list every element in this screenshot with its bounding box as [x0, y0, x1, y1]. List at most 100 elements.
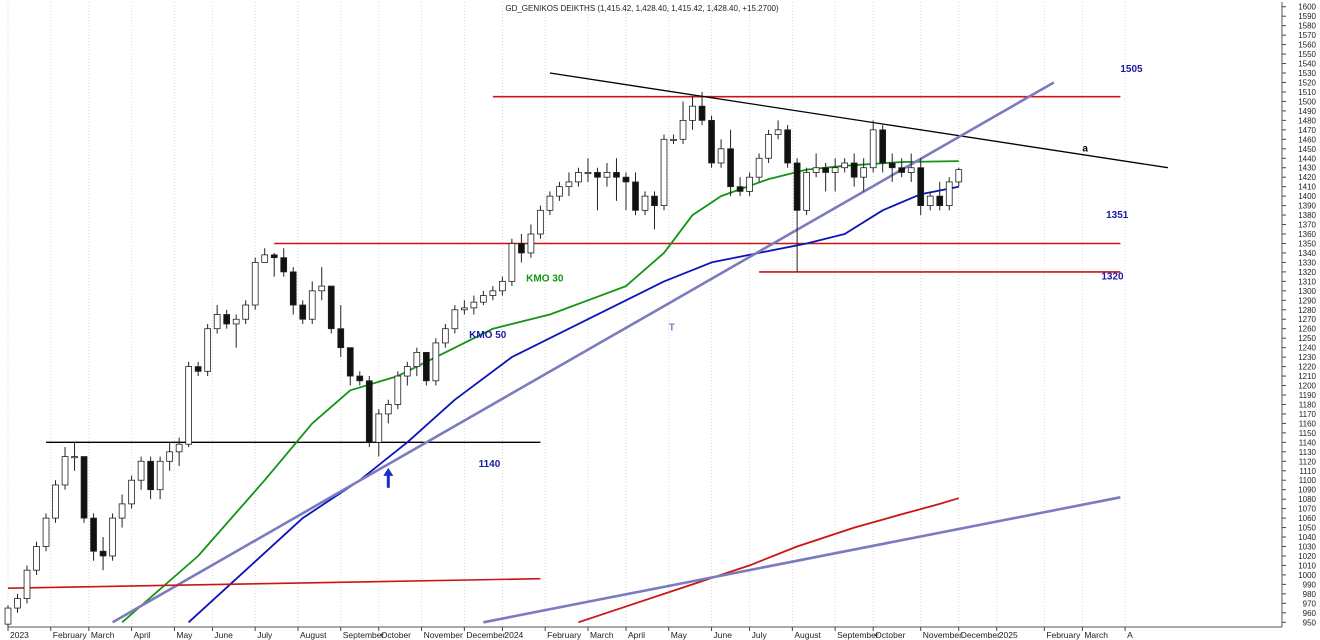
y-tick-label: 1220 — [1298, 363, 1316, 372]
y-tick-label: 1290 — [1298, 296, 1316, 305]
candle-body — [327, 285, 335, 330]
y-tick-label: 1300 — [1298, 287, 1316, 296]
candle-body — [156, 460, 164, 491]
candle-body — [432, 342, 440, 382]
month-label: July — [257, 630, 273, 640]
candle-body — [394, 375, 402, 405]
y-tick-label: 1540 — [1298, 60, 1316, 69]
candle-body — [242, 304, 250, 320]
candle-body — [375, 413, 383, 443]
y-tick-label: 990 — [1303, 580, 1317, 589]
candle-body — [261, 254, 269, 263]
candle-body — [613, 172, 620, 178]
month-label: December — [961, 630, 1000, 640]
y-tick-label: 1530 — [1298, 69, 1316, 78]
candle-body — [708, 119, 715, 164]
candle-body — [670, 138, 677, 141]
candle-body — [61, 456, 69, 486]
candle-body — [575, 172, 582, 183]
candle-body — [556, 186, 563, 197]
candle-body — [698, 105, 706, 121]
y-tick-label: 1050 — [1298, 524, 1316, 533]
up-arrow-icon — [383, 467, 394, 476]
candle-body — [755, 157, 763, 178]
candle-body — [470, 301, 478, 309]
candle-body — [413, 351, 421, 367]
month-label: October — [875, 630, 905, 640]
y-tick-label: 1440 — [1298, 154, 1316, 163]
month-label: August — [794, 630, 821, 640]
y-tick-label: 1250 — [1298, 334, 1316, 343]
candle-body — [879, 129, 887, 164]
candle-body — [147, 460, 154, 491]
y-tick-label: 1390 — [1298, 202, 1316, 211]
trendline — [483, 496, 1121, 624]
y-tick-label: 1570 — [1298, 31, 1316, 40]
y-tick-label: 1000 — [1298, 571, 1316, 580]
month-label: March — [1084, 630, 1108, 640]
candle-body — [308, 290, 316, 320]
candle-body — [118, 503, 126, 519]
month-label: September — [343, 630, 385, 640]
candle-body — [4, 607, 12, 625]
y-tick-label: 1230 — [1298, 353, 1316, 362]
candle-body — [679, 119, 687, 140]
y-tick-label: 1150 — [1299, 429, 1317, 438]
candle-body — [23, 569, 31, 599]
month-label: April — [628, 630, 645, 640]
month-label: A — [1127, 630, 1133, 640]
axis-layer: 2023 February March April May June July August S… — [7, 2, 1317, 640]
candle-body — [784, 129, 791, 164]
y-tick-label: 1460 — [1298, 135, 1316, 144]
month-label: 2025 — [999, 630, 1018, 640]
candle-body — [318, 285, 326, 292]
y-tick-label: 1120 — [1299, 457, 1317, 466]
y-tick-label: 1590 — [1298, 12, 1316, 21]
candle-body — [603, 172, 611, 178]
month-label: November — [923, 630, 962, 640]
y-tick-label: 1370 — [1298, 221, 1316, 230]
month-label: May — [671, 630, 688, 640]
candle-body — [175, 443, 183, 453]
candle-body — [194, 366, 202, 372]
month-label: August — [300, 630, 327, 640]
candle-body — [422, 351, 430, 382]
candle-body — [109, 517, 116, 557]
candle-body — [289, 271, 297, 306]
y-tick-label: 1040 — [1298, 533, 1316, 542]
candle-body — [499, 280, 506, 292]
annotation-label: T — [669, 323, 675, 334]
candle-body — [99, 550, 107, 557]
y-tick-label: 1180 — [1299, 400, 1317, 409]
candle-body — [850, 162, 858, 178]
y-tick-label: 1190 — [1299, 391, 1317, 400]
trendline — [111, 81, 1055, 624]
candle-body — [537, 209, 544, 235]
y-tick-label: 1130 — [1299, 448, 1317, 457]
candle-body — [689, 105, 696, 121]
month-label: February — [547, 630, 582, 640]
candle-body — [137, 460, 145, 481]
y-tick-label: 1320 — [1298, 268, 1316, 277]
candle-body — [774, 129, 782, 135]
y-tick-label: 1060 — [1298, 514, 1316, 523]
candle-body — [52, 484, 59, 519]
candle-body — [736, 186, 744, 192]
candle-body — [803, 172, 810, 211]
month-label: February — [53, 630, 88, 640]
candle-body — [841, 162, 849, 169]
candle-body — [14, 598, 21, 609]
moving-average-line — [578, 497, 959, 624]
candle-body — [365, 380, 373, 443]
y-tick-label: 1210 — [1298, 372, 1316, 381]
candlestick-layer — [4, 91, 963, 627]
candle-body — [936, 195, 944, 206]
month-label: 2024 — [504, 630, 523, 640]
candle-body — [451, 309, 459, 330]
month-label: December — [466, 630, 505, 640]
candle-body — [251, 262, 259, 306]
candle-body — [822, 167, 829, 173]
y-tick-label: 1560 — [1298, 41, 1316, 50]
candle-body — [71, 456, 78, 459]
chart-title: GD_GENIKOS DEIKTHS (1,415.42, 1,428.40, … — [505, 4, 779, 13]
